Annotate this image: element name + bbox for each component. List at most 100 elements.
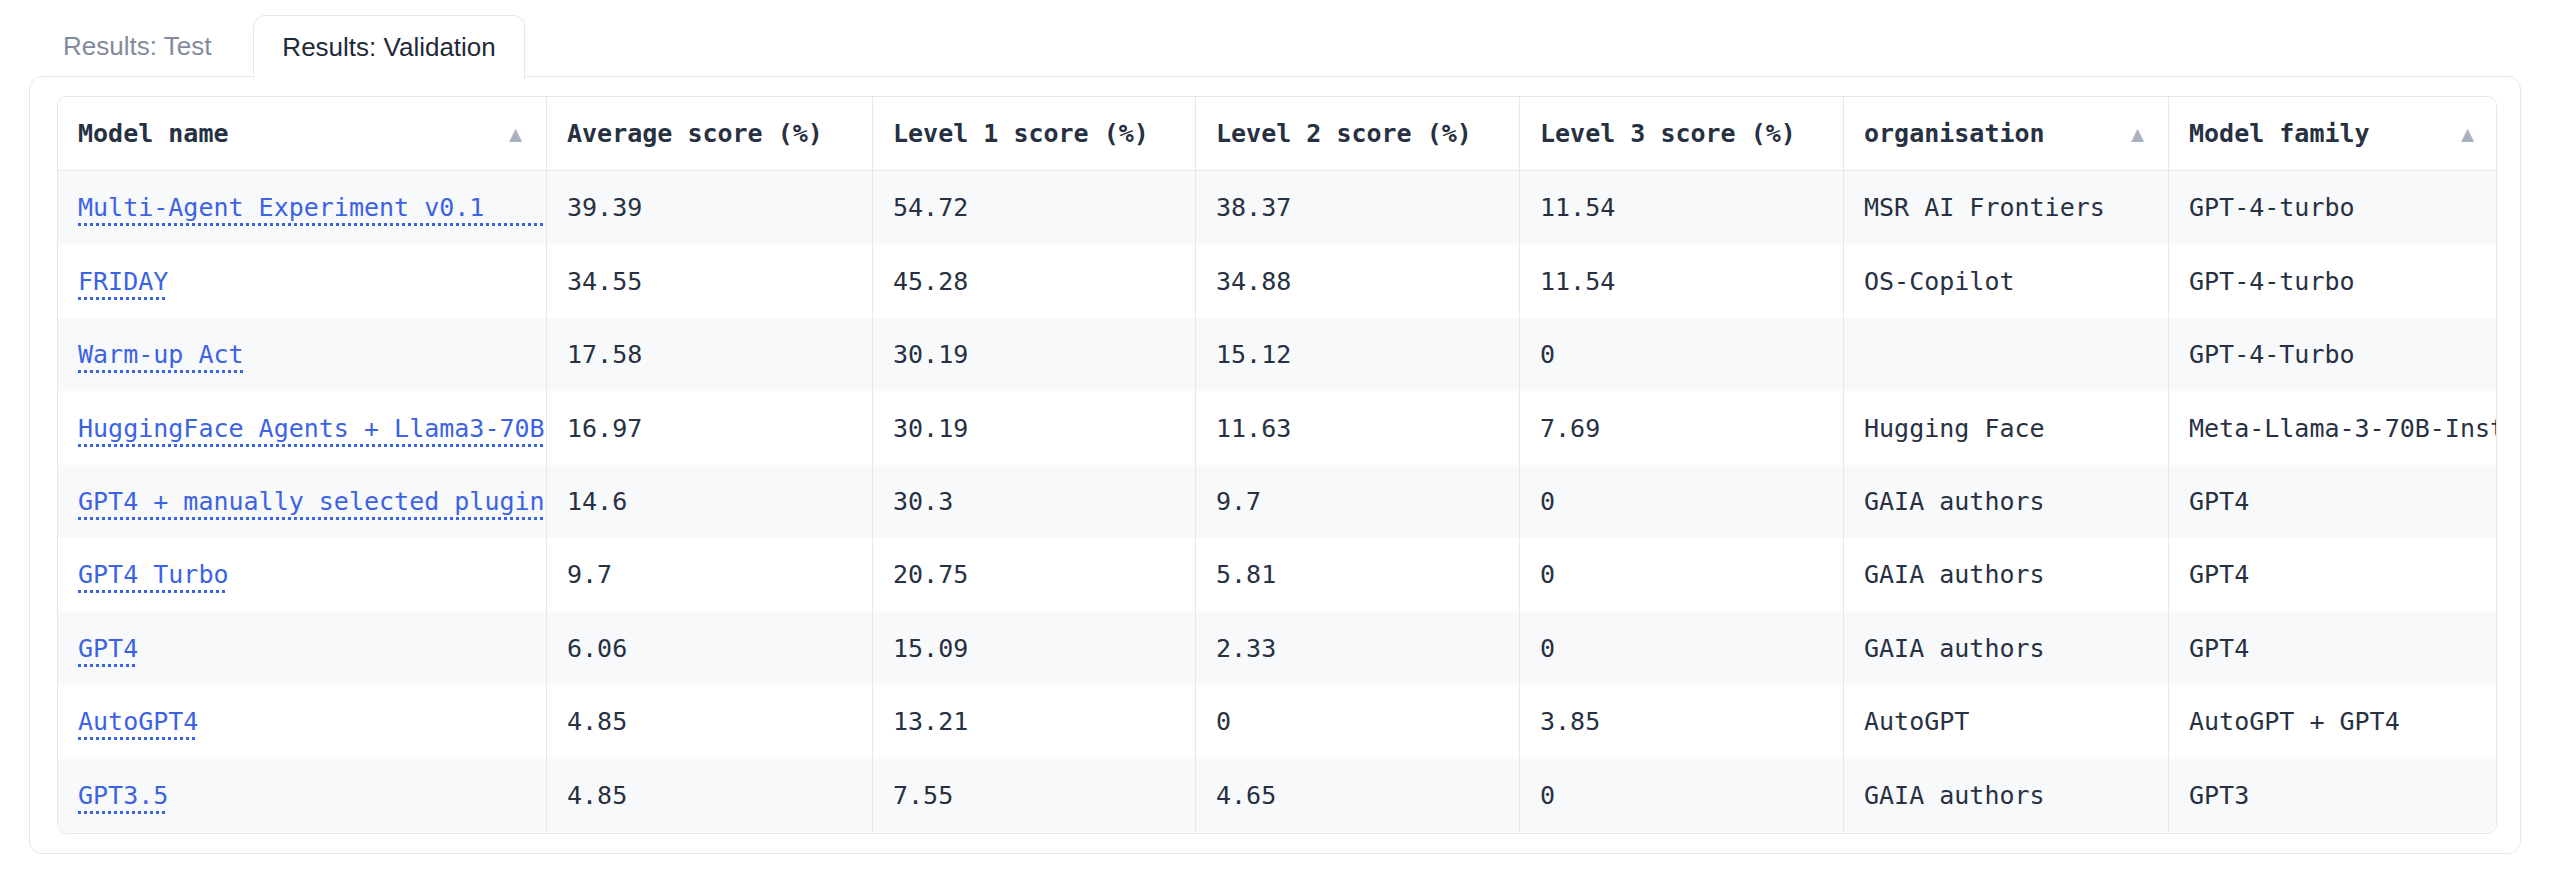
column-header-organisation[interactable]: organisation ▲ xyxy=(1844,97,2169,170)
model-family-cell: AutoGPT + GPT4 xyxy=(2169,685,2497,758)
sort-ascending-icon: ▲ xyxy=(2131,124,2144,144)
table-row: Multi-Agent Experiment v0.1 39.39 54.72 … xyxy=(58,171,2496,244)
table-row: Warm-up Act 17.58 30.19 15.12 0 GPT-4-Tu… xyxy=(58,318,2496,391)
column-header-level1-score[interactable]: Level 1 score (%) xyxy=(873,97,1196,170)
table-row: HuggingFace Agents + Llama3-70B 16.97 30… xyxy=(58,391,2496,464)
level3-score-cell: 0 xyxy=(1520,465,1844,538)
level2-score-cell: 11.63 xyxy=(1196,391,1520,464)
level1-score-cell: 30.19 xyxy=(873,318,1196,391)
column-header-label: Level 3 score (%) xyxy=(1540,119,1796,148)
model-name-cell: GPT4 + manually selected plugins xyxy=(58,465,547,538)
level3-score-cell: 0 xyxy=(1520,318,1844,391)
table-body: Multi-Agent Experiment v0.1 39.39 54.72 … xyxy=(58,171,2496,832)
level2-score-cell: 15.12 xyxy=(1196,318,1520,391)
level1-score-cell: 20.75 xyxy=(873,538,1196,611)
level1-score-cell: 13.21 xyxy=(873,685,1196,758)
model-name-link[interactable]: Multi-Agent Experiment v0.1 xyxy=(78,193,547,222)
organisation-cell: OS-Copilot xyxy=(1844,244,2169,317)
level3-score-cell: 0 xyxy=(1520,538,1844,611)
table-header-row: Model name ▲ Average score (%) Level 1 s… xyxy=(58,97,2496,171)
level1-score-cell: 30.3 xyxy=(873,465,1196,538)
table-row: AutoGPT4 4.85 13.21 0 3.85 AutoGPT AutoG… xyxy=(58,685,2496,758)
model-name-link[interactable]: GPT3.5 xyxy=(78,781,168,810)
organisation-cell: GAIA authors xyxy=(1844,612,2169,685)
model-family-cell: Meta-Llama-3-70B-Instruct xyxy=(2169,391,2497,464)
model-name-link[interactable]: AutoGPT4 xyxy=(78,707,198,736)
model-family-cell: GPT3 xyxy=(2169,759,2497,832)
level2-score-cell: 34.88 xyxy=(1196,244,1520,317)
model-name-link[interactable]: HuggingFace Agents + Llama3-70B xyxy=(78,414,545,443)
level1-score-cell: 15.09 xyxy=(873,612,1196,685)
column-header-label: Level 1 score (%) xyxy=(893,119,1149,148)
table-row: GPT3.5 4.85 7.55 4.65 0 GAIA authors GPT… xyxy=(58,759,2496,832)
model-family-cell: GPT4 xyxy=(2169,465,2497,538)
model-name-cell: GPT4 xyxy=(58,612,547,685)
model-name-link[interactable]: FRIDAY xyxy=(78,267,168,296)
column-header-label: Average score (%) xyxy=(567,119,823,148)
table-row: GPT4 Turbo 9.7 20.75 5.81 0 GAIA authors… xyxy=(58,538,2496,611)
average-score-cell: 14.6 xyxy=(547,465,873,538)
column-header-label: organisation xyxy=(1864,119,2045,148)
column-header-level2-score[interactable]: Level 2 score (%) xyxy=(1196,97,1520,170)
organisation-cell: Hugging Face xyxy=(1844,391,2169,464)
table-row: GPT4 6.06 15.09 2.33 0 GAIA authors GPT4 xyxy=(58,612,2496,685)
average-score-cell: 9.7 xyxy=(547,538,873,611)
gaia-leaderboard-screen: { "tabs": [ { "label": "Results: Test", … xyxy=(0,0,2550,874)
model-name-link[interactable]: GPT4 xyxy=(78,634,138,663)
model-name-cell: Multi-Agent Experiment v0.1 xyxy=(58,171,547,244)
level1-score-cell: 7.55 xyxy=(873,759,1196,832)
leaderboard-table: Model name ▲ Average score (%) Level 1 s… xyxy=(57,96,2497,834)
level3-score-cell: 0 xyxy=(1520,612,1844,685)
model-name-link[interactable]: Warm-up Act xyxy=(78,340,244,369)
level1-score-cell: 45.28 xyxy=(873,244,1196,317)
level3-score-cell: 11.54 xyxy=(1520,244,1844,317)
level3-score-cell: 7.69 xyxy=(1520,391,1844,464)
average-score-cell: 17.58 xyxy=(547,318,873,391)
column-header-level3-score[interactable]: Level 3 score (%) xyxy=(1520,97,1844,170)
level3-score-cell: 0 xyxy=(1520,759,1844,832)
organisation-cell: GAIA authors xyxy=(1844,538,2169,611)
tab-results-test[interactable]: Results: Test xyxy=(35,15,239,77)
tab-bar: Results: Test Results: Validation xyxy=(35,15,2550,77)
column-header-average-score[interactable]: Average score (%) xyxy=(547,97,873,170)
level2-score-cell: 2.33 xyxy=(1196,612,1520,685)
model-name-link[interactable]: GPT4 Turbo xyxy=(78,560,229,589)
model-family-cell: GPT4 xyxy=(2169,538,2497,611)
organisation-cell: AutoGPT xyxy=(1844,685,2169,758)
results-validation-panel: Model name ▲ Average score (%) Level 1 s… xyxy=(29,76,2521,854)
model-family-cell: GPT-4-turbo xyxy=(2169,244,2497,317)
model-name-cell: GPT4 Turbo xyxy=(58,538,547,611)
model-family-cell: GPT-4-turbo xyxy=(2169,171,2497,244)
organisation-cell xyxy=(1844,318,2169,391)
level2-score-cell: 4.65 xyxy=(1196,759,1520,832)
level3-score-cell: 11.54 xyxy=(1520,171,1844,244)
tab-results-validation[interactable]: Results: Validation xyxy=(253,15,524,79)
model-name-link[interactable]: GPT4 + manually selected plugins xyxy=(78,487,547,516)
level2-score-cell: 38.37 xyxy=(1196,171,1520,244)
model-name-cell: FRIDAY xyxy=(58,244,547,317)
model-name-cell: GPT3.5 xyxy=(58,759,547,832)
level1-score-cell: 54.72 xyxy=(873,171,1196,244)
average-score-cell: 4.85 xyxy=(547,685,873,758)
average-score-cell: 4.85 xyxy=(547,759,873,832)
sort-ascending-icon: ▲ xyxy=(509,124,522,144)
level3-score-cell: 3.85 xyxy=(1520,685,1844,758)
level2-score-cell: 0 xyxy=(1196,685,1520,758)
average-score-cell: 39.39 xyxy=(547,171,873,244)
table-row: FRIDAY 34.55 45.28 34.88 11.54 OS-Copilo… xyxy=(58,244,2496,317)
table-row: GPT4 + manually selected plugins 14.6 30… xyxy=(58,465,2496,538)
organisation-cell: GAIA authors xyxy=(1844,465,2169,538)
column-header-model-name[interactable]: Model name ▲ xyxy=(58,97,547,170)
model-name-cell: HuggingFace Agents + Llama3-70B xyxy=(58,391,547,464)
model-family-cell: GPT-4-Turbo xyxy=(2169,318,2497,391)
model-name-cell: Warm-up Act xyxy=(58,318,547,391)
column-header-model-family[interactable]: Model family ▲ xyxy=(2169,97,2497,170)
model-name-cell: AutoGPT4 xyxy=(58,685,547,758)
sort-ascending-icon: ▲ xyxy=(2461,124,2474,144)
average-score-cell: 34.55 xyxy=(547,244,873,317)
column-header-label: Model name xyxy=(78,119,229,148)
level1-score-cell: 30.19 xyxy=(873,391,1196,464)
average-score-cell: 6.06 xyxy=(547,612,873,685)
level2-score-cell: 5.81 xyxy=(1196,538,1520,611)
level2-score-cell: 9.7 xyxy=(1196,465,1520,538)
